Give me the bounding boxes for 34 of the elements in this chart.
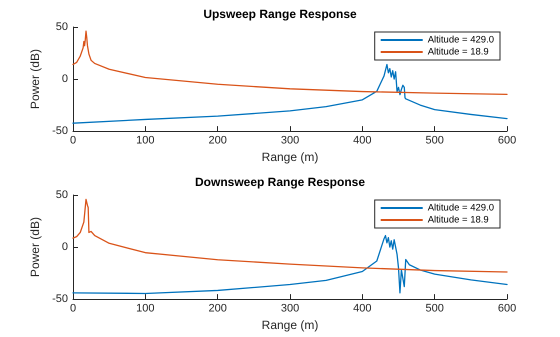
- x-tick-label: 400: [353, 302, 372, 315]
- y-axis-title: Power (dB): [28, 217, 42, 278]
- chart-title: Downsweep Range Response: [194, 175, 366, 189]
- y-tick-label: 50: [56, 21, 68, 33]
- x-tick-label: 400: [353, 134, 372, 147]
- x-tick-label: 100: [136, 302, 155, 315]
- x-tick-label: 0: [70, 302, 76, 315]
- x-tick-label: 600: [498, 134, 516, 147]
- y-tick-label: -50: [52, 293, 68, 306]
- line-series: [72, 234, 508, 294]
- x-axis-title: Range (m): [262, 150, 318, 164]
- y-tick-label: -50: [52, 125, 68, 138]
- x-tick-label: 0: [70, 134, 76, 147]
- y-tick-label: 0: [62, 241, 68, 254]
- x-tick-label: 100: [136, 134, 155, 147]
- line-series: [72, 198, 508, 273]
- legend-label: Altitude = 429.0: [428, 34, 494, 46]
- line-series: [72, 64, 508, 124]
- chart-title: Upsweep Range Response: [203, 7, 358, 21]
- x-tick-label: 600: [498, 302, 516, 315]
- y-axis-title: Power (dB): [28, 49, 42, 110]
- legend-label: Altitude = 429.0: [428, 202, 494, 214]
- x-tick-label: 200: [208, 302, 227, 315]
- x-tick-label: 300: [280, 302, 300, 315]
- legend-label: Altitude = 18.9: [428, 214, 489, 226]
- y-tick-label: 0: [62, 73, 68, 86]
- x-tick-label: 300: [280, 134, 300, 147]
- line-series: [72, 30, 508, 96]
- x-tick-label: 200: [208, 134, 227, 147]
- x-tick-label: 500: [425, 134, 444, 147]
- legend-label: Altitude = 18.9: [428, 46, 489, 58]
- x-axis-title: Range (m): [262, 318, 318, 332]
- x-tick-label: 500: [425, 302, 444, 315]
- y-tick-label: 50: [56, 189, 68, 201]
